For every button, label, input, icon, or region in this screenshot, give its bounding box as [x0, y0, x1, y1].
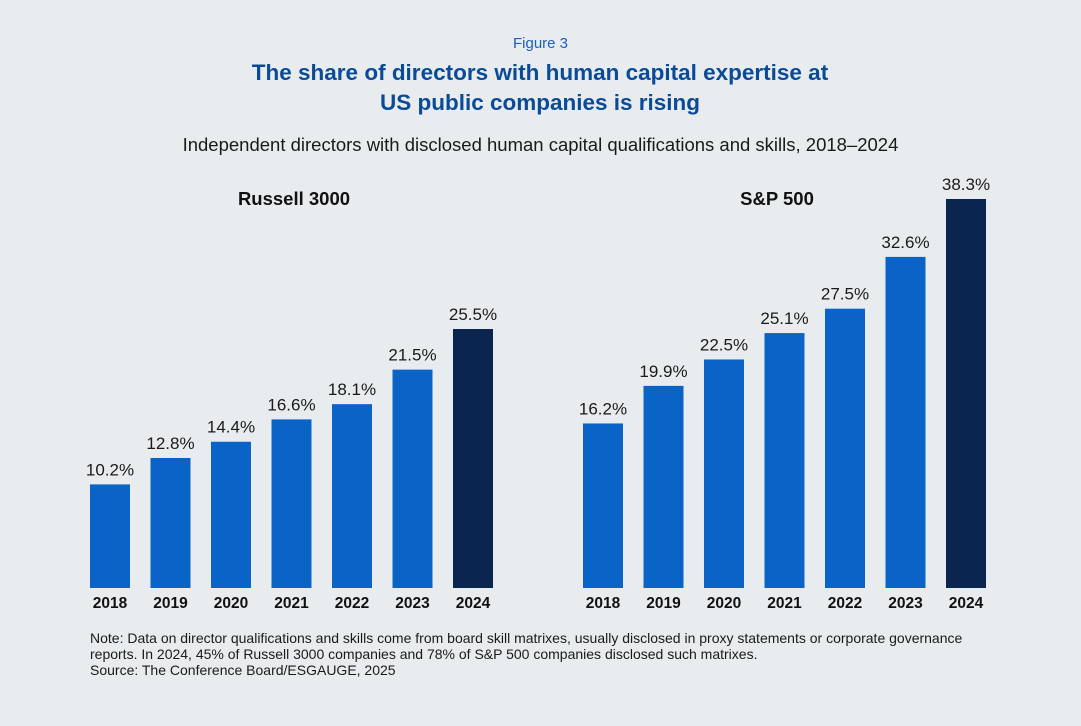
russell-3000-data-label-2019: 12.8%: [146, 434, 194, 453]
russell-3000-bar-2021: [271, 419, 312, 588]
sp500-bar-2018: [583, 423, 623, 588]
chart-note: Note: Data on director qualifications an…: [90, 630, 963, 662]
chart-note-block: Note: Data on director qualifications an…: [90, 630, 990, 678]
sp500-x-tick-2021: 2021: [767, 595, 802, 612]
sp500-bar-2022: [825, 308, 865, 588]
chart-subtitle: Independent directors with disclosed hum…: [182, 134, 899, 155]
russell-3000-bar-2022: [332, 404, 372, 588]
sp500-x-tick-2018: 2018: [586, 595, 621, 612]
russell-3000-data-label-2023: 21.5%: [388, 346, 436, 365]
sp500-bar-2024: [946, 199, 986, 588]
sp500-bar-2019: [643, 385, 684, 588]
sp500-panel-title: S&P 500: [740, 188, 814, 209]
russell-3000-bar-2020: [211, 441, 251, 588]
russell-3000-bar-2018: [90, 484, 130, 588]
sp500-data-label-2020: 22.5%: [700, 335, 748, 354]
sp500-x-tick-2024: 2024: [949, 595, 984, 612]
sp500-data-label-2021: 25.1%: [760, 309, 808, 328]
chart-title: The share of directors with human capita…: [190, 58, 890, 118]
sp500-data-label-2024: 38.3%: [942, 175, 990, 194]
chart-title-line-1: The share of directors with human capita…: [251, 60, 829, 85]
sp500-x-tick-2019: 2019: [646, 595, 681, 612]
russell-3000-data-label-2018: 10.2%: [86, 460, 134, 479]
russell-3000-data-label-2024: 25.5%: [449, 305, 497, 324]
chart-title-line-2: US public companies is rising: [379, 90, 701, 115]
russell-3000-x-tick-2020: 2020: [214, 595, 248, 612]
russell-3000-panel-title: Russell 3000: [237, 188, 351, 209]
russell-3000-data-label-2020: 14.4%: [207, 418, 255, 437]
russell-3000-x-tick-2022: 2022: [335, 595, 369, 612]
russell-3000-bar-2019: [150, 457, 191, 588]
russell-3000-x-tick-2019: 2019: [153, 595, 188, 612]
russell-3000-data-label-2021: 16.6%: [267, 395, 315, 414]
sp500-x-tick-2020: 2020: [707, 595, 741, 612]
russell-3000-bar-2024: [453, 329, 493, 588]
chart-source: Source: The Conference Board/ESGAUGE, 20…: [90, 662, 396, 678]
russell-3000-x-tick-2024: 2024: [456, 595, 491, 612]
figure-label: Figure 3: [512, 35, 569, 52]
russell-3000-data-label-2022: 18.1%: [328, 380, 376, 399]
sp500-data-label-2019: 19.9%: [639, 362, 687, 381]
sp500-x-tick-2023: 2023: [888, 595, 923, 612]
russell-3000-x-tick-2023: 2023: [395, 595, 430, 612]
russell-3000-x-tick-2021: 2021: [274, 595, 309, 612]
sp500-x-tick-2022: 2022: [828, 595, 862, 612]
sp500-data-label-2023: 32.6%: [881, 233, 929, 252]
russell-3000-x-tick-2018: 2018: [93, 595, 128, 612]
sp500-bar-2023: [885, 256, 926, 588]
sp500-data-label-2018: 16.2%: [579, 399, 627, 418]
sp500-bar-2020: [704, 359, 744, 588]
sp500-data-label-2022: 27.5%: [821, 285, 869, 304]
sp500-bar-2021: [764, 333, 805, 588]
russell-3000-bar-2023: [392, 369, 433, 588]
